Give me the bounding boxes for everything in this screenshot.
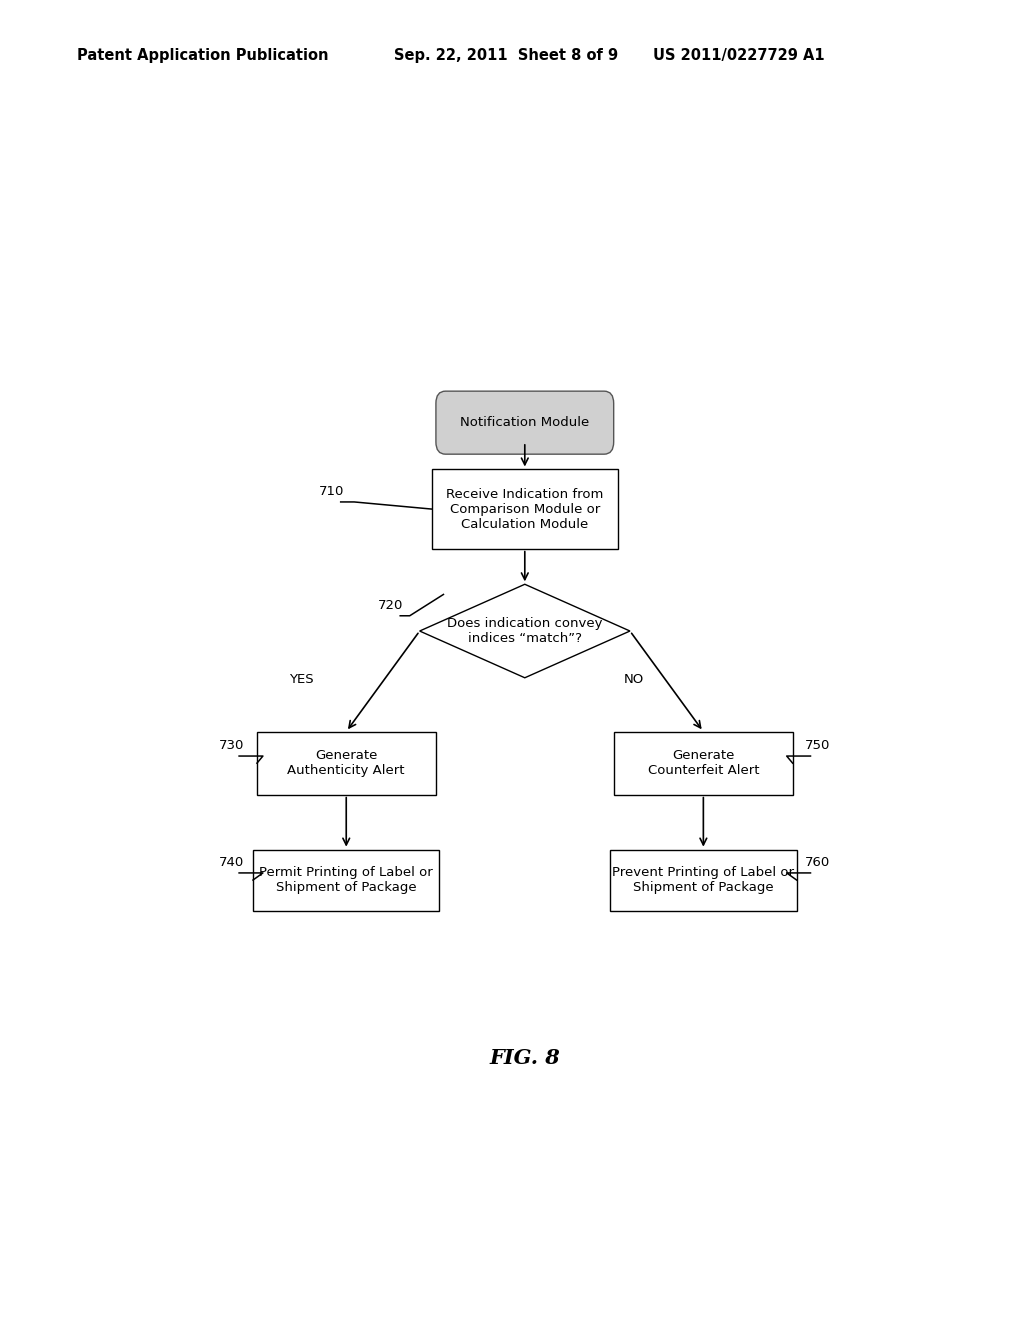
Text: 730: 730 [219,739,245,752]
Text: Notification Module: Notification Module [460,416,590,429]
Bar [431,470,618,549]
Text: 750: 750 [805,739,830,752]
Text: Generate
Counterfeit Alert: Generate Counterfeit Alert [647,750,759,777]
Text: Receive Indication from
Comparison Module or
Calculation Module: Receive Indication from Comparison Modul… [446,487,603,531]
Text: 740: 740 [219,855,245,869]
Text: Generate
Authenticity Alert: Generate Authenticity Alert [288,750,404,777]
Text: 760: 760 [805,855,830,869]
Text: 720: 720 [378,599,403,611]
Text: YES: YES [289,673,313,686]
Text: Does indication convey
indices “match”?: Does indication convey indices “match”? [447,616,602,645]
Text: Permit Printing of Label or
Shipment of Package: Permit Printing of Label or Shipment of … [259,866,433,894]
Bar [614,731,793,795]
Text: 710: 710 [318,484,344,498]
Bar [610,850,797,911]
Polygon shape [420,585,630,677]
FancyBboxPatch shape [436,391,613,454]
Text: Prevent Printing of Label or
Shipment of Package: Prevent Printing of Label or Shipment of… [612,866,795,894]
Text: NO: NO [624,673,644,686]
Text: Sep. 22, 2011  Sheet 8 of 9: Sep. 22, 2011 Sheet 8 of 9 [394,48,618,62]
Text: Patent Application Publication: Patent Application Publication [77,48,329,62]
Text: US 2011/0227729 A1: US 2011/0227729 A1 [653,48,825,62]
Text: FIG. 8: FIG. 8 [489,1048,560,1068]
Bar [253,850,439,911]
Bar [257,731,435,795]
